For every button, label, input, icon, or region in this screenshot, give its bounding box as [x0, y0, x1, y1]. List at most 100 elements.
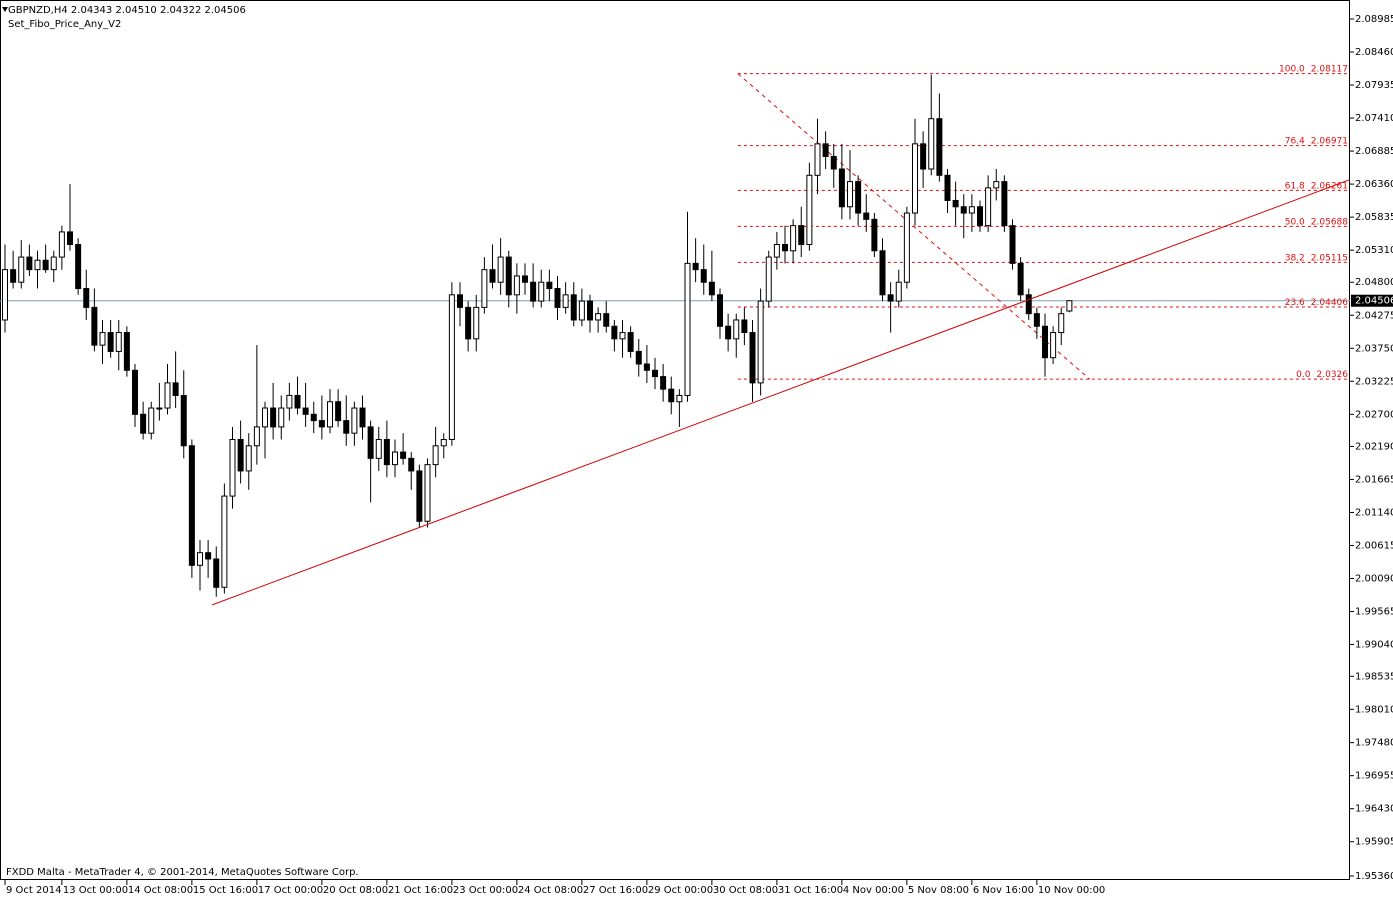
y-tick-label: 2.01140 [1355, 507, 1393, 518]
y-tick-label: 2.06360 [1355, 179, 1393, 190]
x-tick-label: 24 Oct 08:00 [518, 885, 583, 896]
candle-body [221, 495, 228, 588]
x-tick-label: 15 Oct 16:00 [193, 885, 258, 896]
candle-body [400, 451, 407, 459]
candle-body [375, 438, 382, 459]
trendline [212, 179, 1350, 606]
candle-body [335, 401, 342, 422]
candle-body [692, 262, 699, 271]
y-tick-label: 1.95360 [1355, 871, 1393, 882]
candle-body [936, 118, 943, 176]
candle-body [148, 407, 155, 434]
candle-body [863, 212, 870, 220]
candle-body [773, 243, 780, 258]
candle-body [595, 313, 602, 321]
candle-body [278, 407, 285, 428]
candle-body [952, 199, 959, 208]
candle-body [310, 413, 317, 422]
x-tick-label: 10 Nov 00:00 [1038, 885, 1105, 896]
candle-body [603, 313, 610, 327]
candle-body [132, 369, 138, 415]
menu-arrow [2, 7, 8, 12]
candle-body [928, 118, 935, 170]
candle-body [67, 231, 73, 245]
candle-body [635, 350, 642, 365]
fibo-label: 50.0 2.05688 [1285, 217, 1349, 227]
candle-body [960, 206, 967, 214]
candle-body [99, 332, 106, 346]
candle-body [302, 407, 309, 415]
candle-body [887, 294, 894, 302]
candle-body [765, 256, 772, 302]
y-tick-label: 2.05310 [1355, 245, 1393, 256]
fibo-level-name: 100.0 [1279, 64, 1305, 74]
y-tick-label: 1.96430 [1355, 804, 1393, 815]
candle-body [790, 225, 797, 252]
x-tick-label: 21 Oct 16:00 [388, 885, 453, 896]
candle-body [717, 294, 723, 327]
candle-body [262, 407, 268, 428]
candle-body [993, 181, 1000, 189]
fibo-level-name: 76.4 [1285, 136, 1305, 146]
candle-body [968, 206, 975, 214]
candle-body [912, 143, 918, 214]
fibo-level-price: 2.08117 [1311, 64, 1348, 74]
candle-body [416, 470, 423, 522]
candle-body [318, 420, 325, 428]
x-tick-label: 31 Oct 16:00 [778, 885, 843, 896]
candle-body [432, 445, 439, 466]
candle-body [652, 369, 658, 378]
x-tick-label: 9 Oct 2014 [6, 885, 61, 896]
fibo-level-name: 50.0 [1285, 217, 1305, 227]
candle-body [91, 306, 98, 346]
candle-body [611, 325, 618, 340]
candle-body [895, 281, 902, 302]
candle-body [505, 256, 512, 296]
candle-body [627, 332, 634, 352]
x-tick-label: 27 Oct 16:00 [583, 885, 648, 896]
candle-body [156, 407, 163, 410]
candle-body [944, 174, 951, 201]
candle-body [708, 281, 715, 296]
candle-body [660, 376, 667, 390]
candle-body [172, 382, 179, 396]
candle-body [847, 181, 853, 208]
footer: FXDD Malta - MetaTrader 4, © 2001-2014, … [6, 867, 359, 878]
candle-body [34, 259, 41, 271]
fibo-label: 0.0 2.0326 [1296, 370, 1348, 380]
y-tick-label: 2.00615 [1355, 540, 1393, 551]
y-tick-label: 2.07410 [1355, 113, 1393, 124]
candle-body [229, 438, 236, 497]
candle-body [457, 294, 463, 308]
candle-body [977, 206, 983, 227]
fibo-level-name: 0.0 [1296, 370, 1311, 380]
candle-body [546, 281, 553, 290]
candle-body [205, 552, 212, 560]
candle-body [42, 259, 49, 271]
x-tick-label: 13 Oct 00:00 [63, 885, 128, 896]
y-tick-label: 1.95905 [1355, 837, 1393, 848]
candle-body [115, 332, 122, 352]
y-tick-label: 2.03225 [1355, 376, 1393, 387]
y-tick-label: 1.98010 [1355, 704, 1393, 715]
candle-body [383, 438, 390, 466]
y-tick-label: 1.99565 [1355, 607, 1393, 618]
fibo-label: 23.6 2.04406 [1285, 298, 1349, 308]
candle-body [684, 262, 691, 396]
indicator-name: Set_Fibo_Price_Any_V2 [8, 19, 121, 30]
fibo-label: 61.8 2.06261 [1285, 181, 1348, 191]
candle-body [367, 426, 374, 459]
fibo-label: 100.0 2.08117 [1279, 64, 1348, 74]
candle-body [123, 332, 130, 371]
candle-body [643, 363, 650, 371]
candle-body [286, 394, 293, 409]
fibo-level-price: 2.05115 [1311, 253, 1348, 263]
candle-body [83, 288, 90, 308]
y-tick-label: 2.06885 [1355, 146, 1393, 157]
candle-body [782, 243, 788, 252]
fibo-diagonal [737, 73, 1091, 380]
x-tick-label: 30 Oct 08:00 [713, 885, 778, 896]
candle-body [578, 300, 585, 321]
candle-body [822, 143, 829, 157]
candle-body [465, 306, 472, 340]
